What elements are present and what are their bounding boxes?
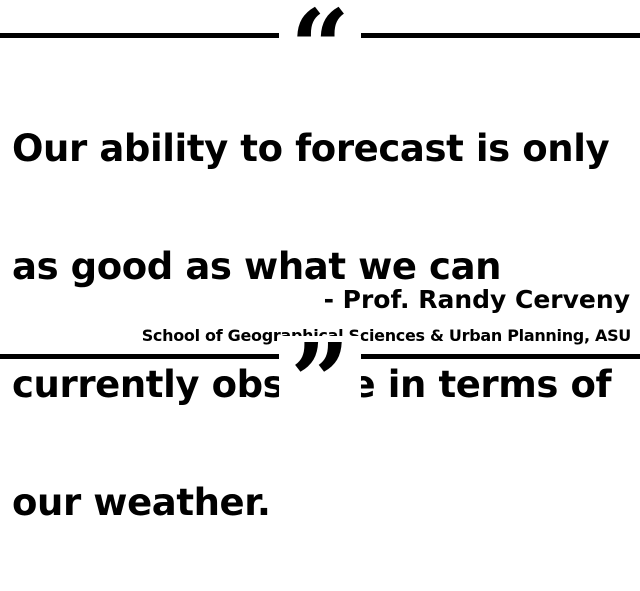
close-quote-icon: ” bbox=[279, 336, 361, 414]
quote-line: Our ability to forecast is only bbox=[12, 127, 610, 170]
open-quote-glyph: “ bbox=[290, 0, 350, 62]
attribution-affiliation: School of Geographical Sciences & Urban … bbox=[141, 326, 632, 345]
quote-line: as good as what we can bbox=[12, 245, 502, 288]
open-quote-icon: “ bbox=[279, 0, 361, 62]
quote-line: our weather. bbox=[12, 481, 271, 524]
attribution-name: - Prof. Randy Cerveny bbox=[323, 285, 630, 314]
close-quote-glyph: ” bbox=[290, 336, 350, 414]
